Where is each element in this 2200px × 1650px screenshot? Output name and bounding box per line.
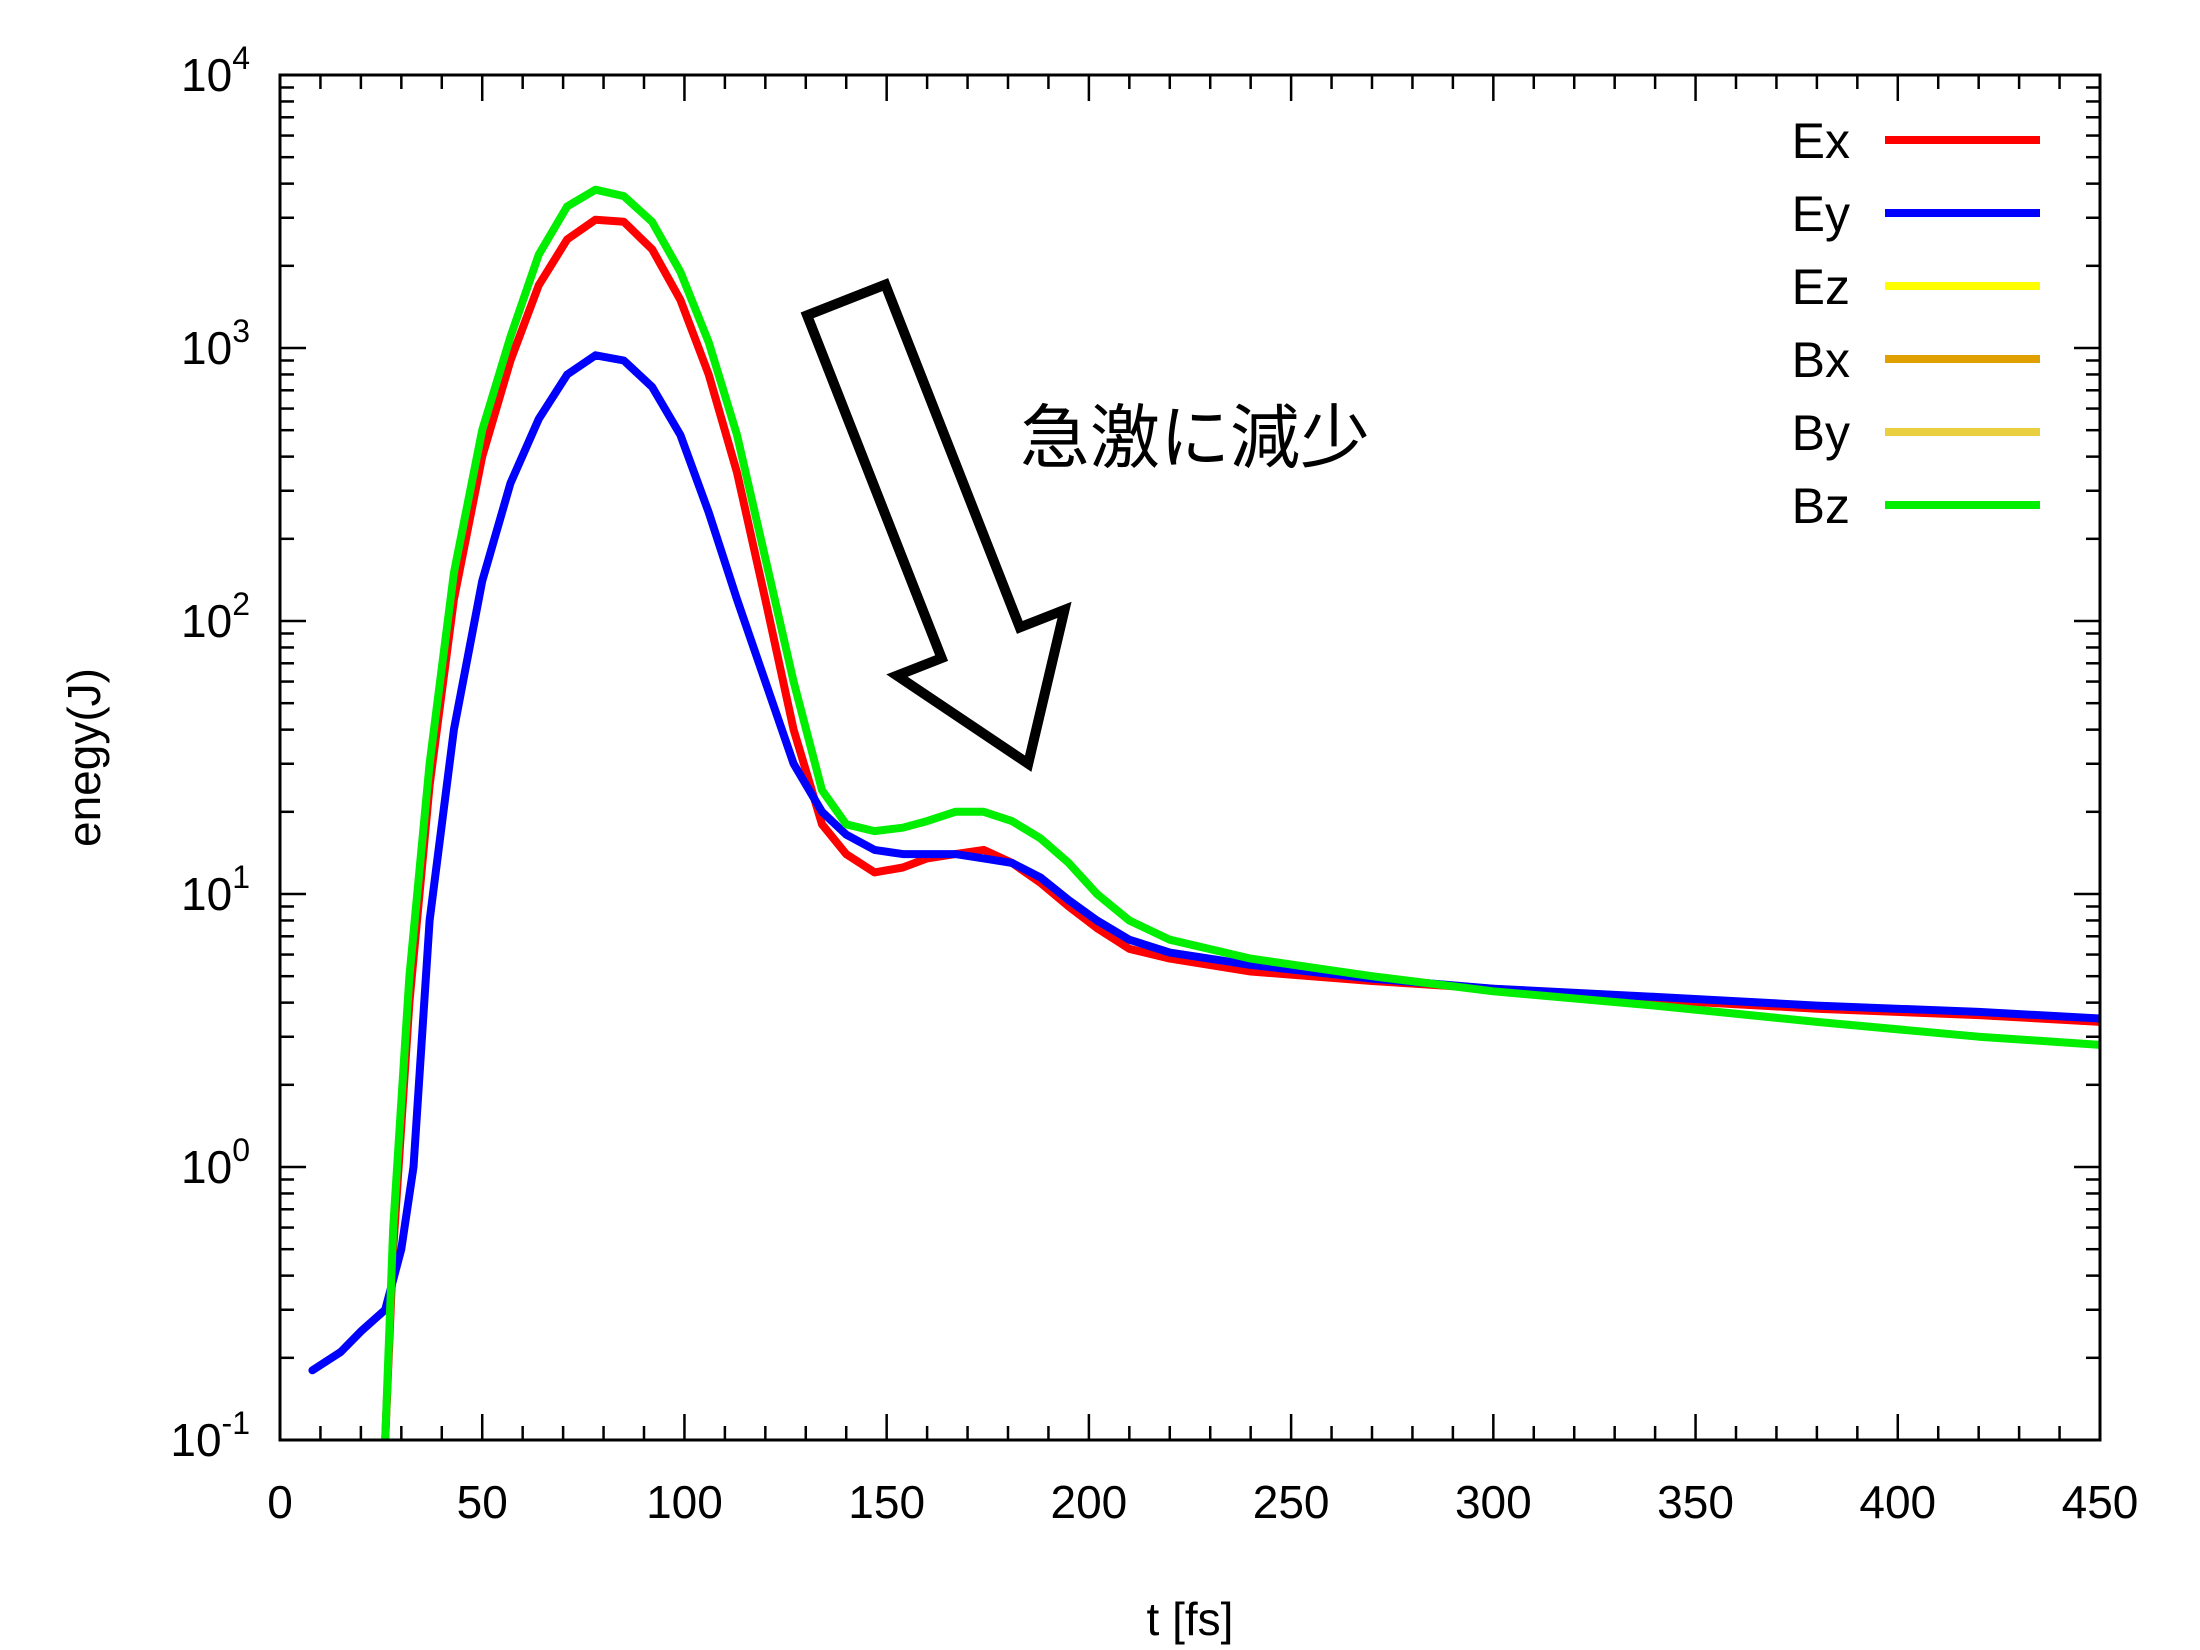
x-axis-label: t [fs] <box>1147 1593 1234 1645</box>
annotation: 急激に減少 <box>800 278 1370 772</box>
series-line-bz <box>381 185 2100 1440</box>
legend-label-ex: Ex <box>1792 113 1850 169</box>
plot-frame <box>278 73 2102 1442</box>
legend-label-bz: Bz <box>1792 478 1850 534</box>
x-tick-label: 100 <box>646 1476 723 1528</box>
x-tick-label: 300 <box>1455 1476 1532 1528</box>
series-line-ex <box>381 215 2100 1440</box>
legend-label-ey: Ey <box>1792 186 1850 242</box>
x-tick-label: 200 <box>1051 1476 1128 1528</box>
series-line-ey <box>308 351 2100 1375</box>
y-tick-label: 10-1 <box>170 1405 250 1466</box>
legend: Ex Ey Ez Bx By Bz <box>1792 113 2040 534</box>
legend-label-ez: Ez <box>1792 259 1850 315</box>
y-tick-label: 102 <box>181 586 250 647</box>
legend-label-by: By <box>1792 405 1850 461</box>
legend-label-bx: Bx <box>1792 332 1850 388</box>
y-tick-label: 101 <box>181 859 250 920</box>
labels-layer: 0 50 100 150 200 250 300 350 400 450 10-1 100 101 102… <box>58 40 2138 1645</box>
y-tick-label: 104 <box>181 40 250 101</box>
x-tick-label: 350 <box>1657 1476 1734 1528</box>
x-tick-label: 250 <box>1253 1476 1330 1528</box>
y-tick-label: 103 <box>181 313 250 374</box>
x-tick-label: 150 <box>848 1476 925 1528</box>
x-tick-label: 0 <box>267 1476 293 1528</box>
x-tick-label: 450 <box>2062 1476 2139 1528</box>
x-tick-label: 400 <box>1859 1476 1936 1528</box>
x-tick-label: 50 <box>457 1476 508 1528</box>
annotation-text: 急激に減少 <box>1020 397 1370 479</box>
y-tick-label: 100 <box>181 1132 250 1193</box>
annotation-arrow <box>800 278 1072 772</box>
y-axis-label: enegy(J) <box>58 668 110 847</box>
series-layer <box>308 185 2100 1440</box>
